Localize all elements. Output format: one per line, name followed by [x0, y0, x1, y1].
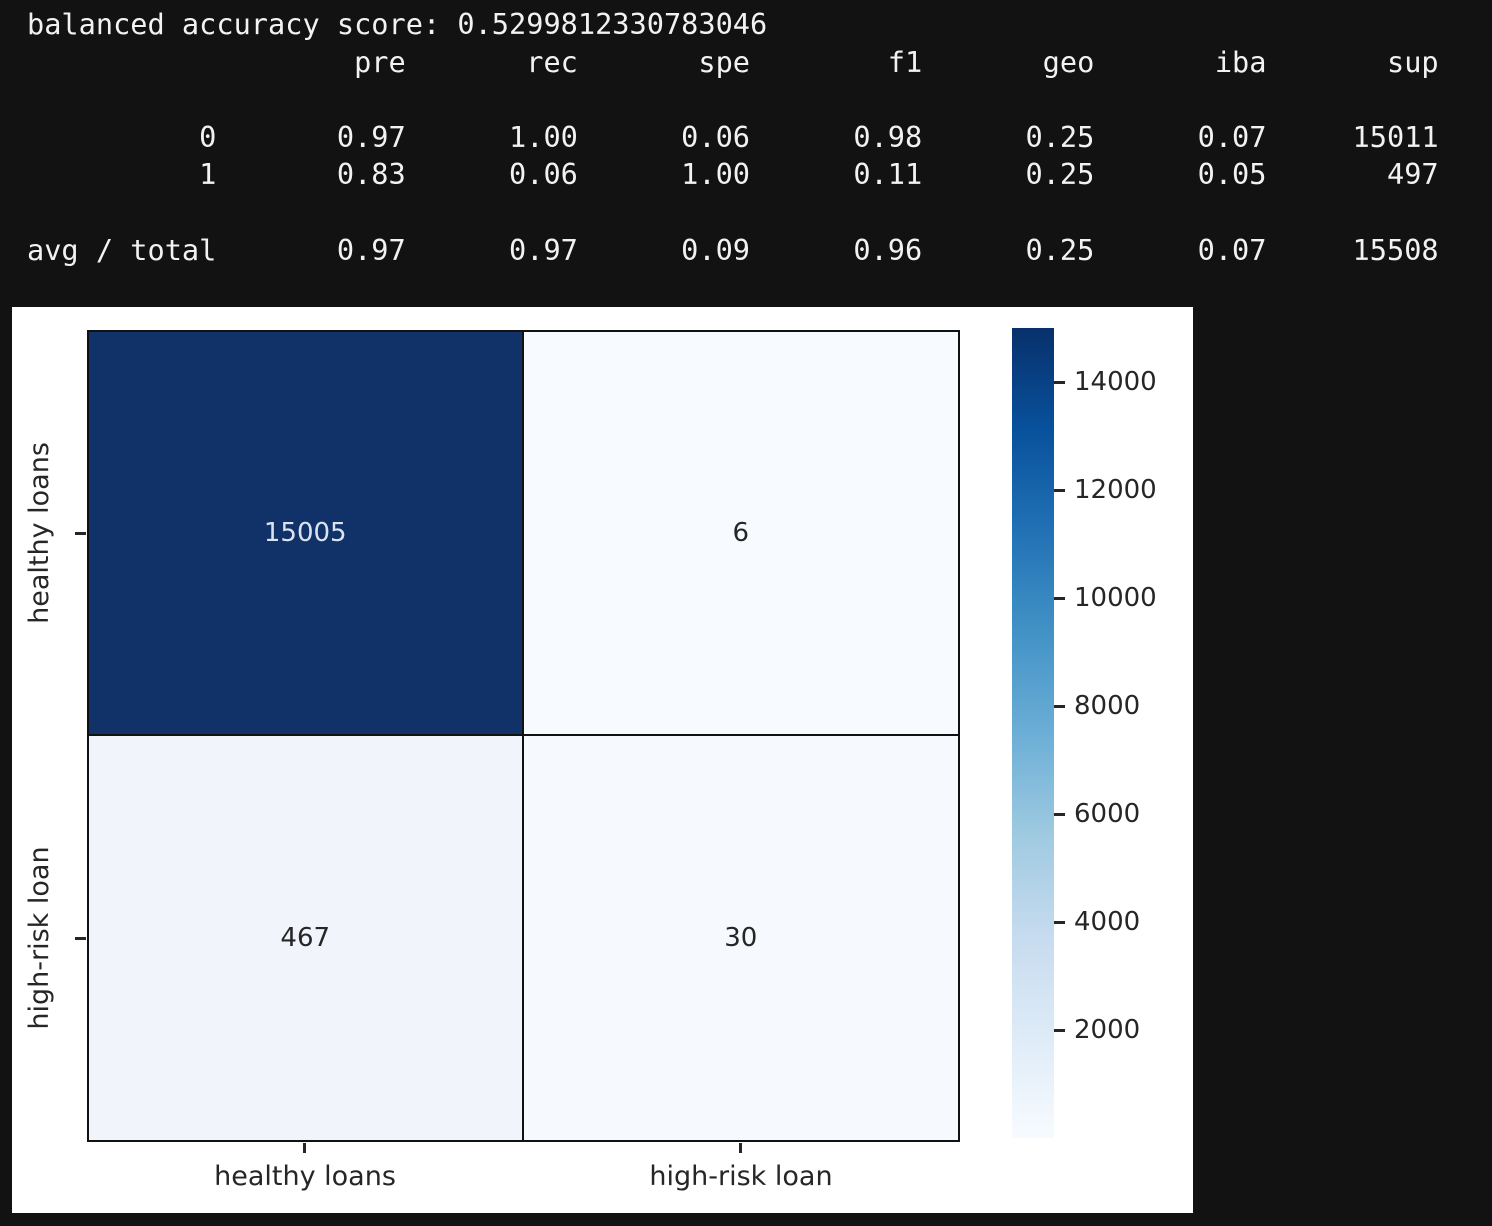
colorbar-tick-label: 4000 — [1074, 907, 1141, 938]
colorbar-tick-label: 2000 — [1074, 1015, 1141, 1046]
y-tick-mark — [75, 937, 86, 940]
heatmap-cell-1-0: 467 — [89, 736, 524, 1140]
colorbar-tick-mark — [1054, 921, 1065, 924]
colorbar-tick-label: 10000 — [1074, 583, 1157, 614]
colorbar-tick-label: 8000 — [1074, 691, 1141, 722]
colorbar-tick-mark — [1054, 597, 1065, 600]
confusion-matrix-heatmap: 15005 6 467 30 — [87, 330, 960, 1142]
colorbar — [1012, 328, 1054, 1138]
heatmap-cell-0-0: 15005 — [89, 332, 524, 736]
heatmap-cell-1-1: 30 — [523, 736, 958, 1140]
x-tick-label-healthy-loans: healthy loans — [214, 1161, 396, 1192]
x-tick-mark — [739, 1143, 742, 1153]
x-tick-mark — [303, 1143, 306, 1153]
colorbar-tick-label: 12000 — [1074, 475, 1157, 506]
y-tick-label-healthy-loans: healthy loans — [24, 442, 55, 624]
classification-report: balanced accuracy score: 0.5299812330783… — [27, 7, 1439, 267]
colorbar-tick-mark — [1054, 1029, 1065, 1032]
cell-value: 15005 — [263, 518, 347, 548]
colorbar-tick-mark — [1054, 813, 1065, 816]
cell-value: 30 — [724, 923, 758, 953]
heatmap-cell-0-1: 6 — [523, 332, 958, 736]
y-tick-mark — [75, 532, 86, 535]
x-tick-label-high-risk-loan: high-risk loan — [649, 1161, 833, 1192]
colorbar-tick-mark — [1054, 705, 1065, 708]
colorbar-tick-mark — [1054, 381, 1065, 384]
y-tick-label-high-risk-loan: high-risk loan — [24, 846, 55, 1030]
confusion-matrix-figure: 15005 6 467 30 healthy loans high-risk loan… — [12, 307, 1193, 1213]
colorbar-tick-mark — [1054, 489, 1065, 492]
cell-value: 6 — [732, 518, 750, 548]
cell-value: 467 — [280, 923, 331, 953]
colorbar-tick-label: 14000 — [1074, 367, 1157, 398]
colorbar-tick-label: 6000 — [1074, 799, 1141, 830]
